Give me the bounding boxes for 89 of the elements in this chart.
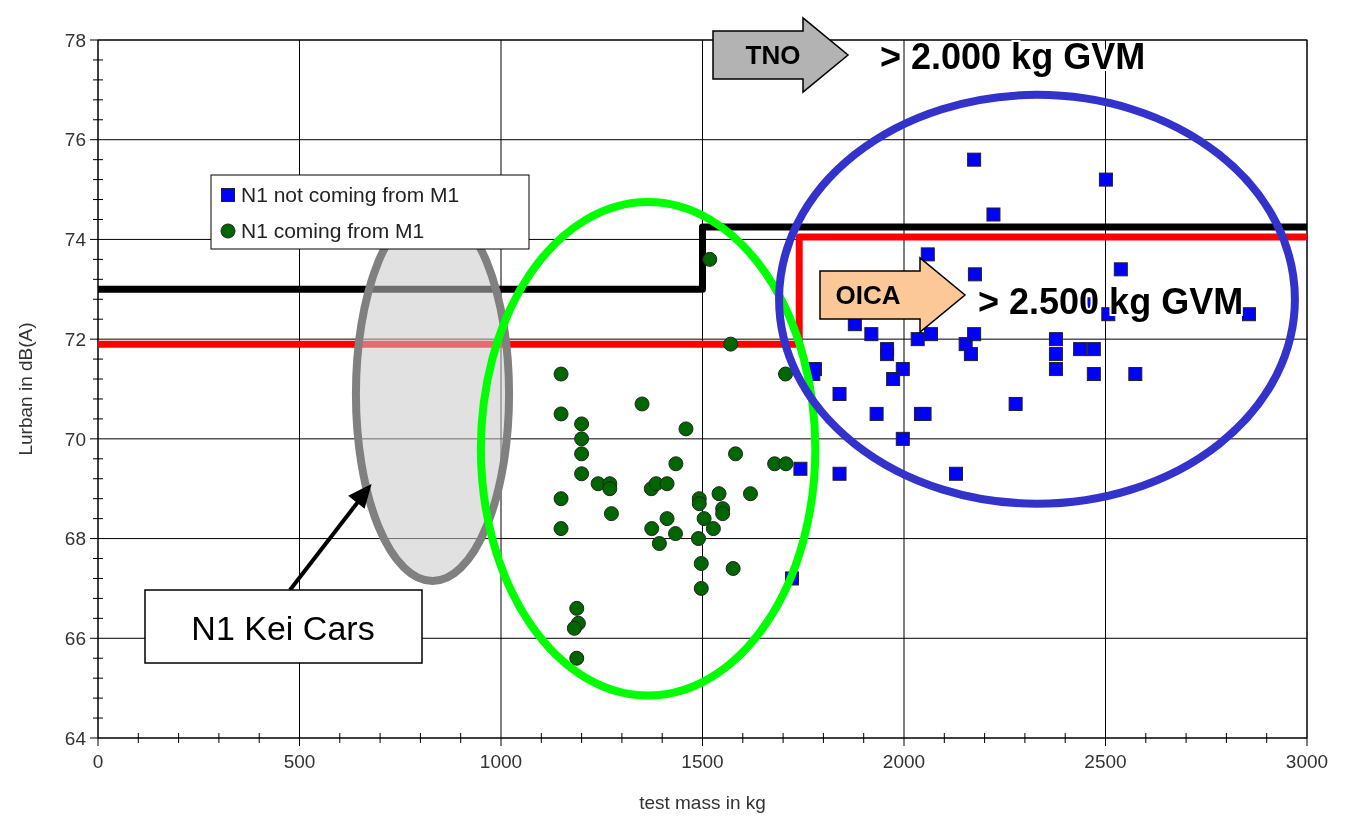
point xyxy=(832,466,847,481)
point xyxy=(948,466,963,481)
point xyxy=(1048,332,1063,347)
point xyxy=(728,446,744,462)
point xyxy=(553,366,569,382)
x-tick-label: 500 xyxy=(283,751,316,772)
point xyxy=(967,267,982,282)
annotation: TNO xyxy=(745,40,801,71)
point xyxy=(569,650,585,666)
point xyxy=(1086,342,1101,357)
annotation: OICA xyxy=(835,280,901,311)
point xyxy=(986,207,1001,222)
point xyxy=(634,396,650,412)
point xyxy=(566,620,582,636)
y-tick-label: 72 xyxy=(64,328,86,350)
point xyxy=(553,406,569,422)
y-tick-label: 74 xyxy=(64,229,87,251)
point xyxy=(693,580,709,596)
point xyxy=(574,416,590,432)
y-tick-label: 68 xyxy=(64,528,86,550)
y-tick-label: 70 xyxy=(64,428,86,450)
point xyxy=(644,521,660,537)
point xyxy=(778,456,794,472)
point xyxy=(1048,362,1063,377)
point xyxy=(574,431,590,447)
point xyxy=(659,476,675,492)
x-tick-label: 0 xyxy=(92,751,104,772)
point xyxy=(1113,262,1128,277)
point xyxy=(668,456,684,472)
point xyxy=(1086,367,1101,382)
point xyxy=(574,466,590,482)
point xyxy=(793,461,808,476)
point xyxy=(553,521,569,537)
point xyxy=(1128,367,1143,382)
point xyxy=(917,406,932,421)
point xyxy=(705,521,721,537)
y-tick-label: 64 xyxy=(64,727,87,749)
point xyxy=(1048,347,1063,362)
point xyxy=(553,491,569,507)
point xyxy=(602,481,618,497)
y-axis-title: Lurban in dB(A) xyxy=(15,322,36,456)
point xyxy=(895,362,910,377)
point xyxy=(886,372,901,387)
point xyxy=(920,247,935,262)
x-tick-label: 2500 xyxy=(1084,751,1127,772)
point xyxy=(702,251,718,267)
x-tick-label: 3000 xyxy=(1285,751,1329,772)
point xyxy=(1241,307,1256,322)
point xyxy=(690,531,706,547)
point xyxy=(1098,172,1113,187)
point xyxy=(711,486,727,502)
point xyxy=(668,526,683,542)
point xyxy=(1073,342,1088,357)
point xyxy=(678,421,694,437)
point xyxy=(725,560,741,576)
point xyxy=(691,496,707,512)
point xyxy=(910,332,925,347)
annotation: N1 Kei Cars xyxy=(191,608,375,647)
point xyxy=(778,366,794,382)
legend-label: N1 not coming from M1 xyxy=(241,183,460,207)
point xyxy=(869,406,884,421)
point xyxy=(967,327,982,342)
point xyxy=(651,536,667,552)
point xyxy=(963,347,978,362)
point xyxy=(723,336,739,352)
point xyxy=(967,152,982,167)
point xyxy=(880,347,895,362)
y-tick-label: 66 xyxy=(64,627,86,649)
point xyxy=(569,600,585,616)
point xyxy=(832,386,847,401)
point xyxy=(659,511,675,527)
x-tick-label: 1000 xyxy=(479,751,523,772)
point xyxy=(696,511,712,527)
point xyxy=(742,486,758,502)
point xyxy=(715,506,731,522)
x-tick-label: 1500 xyxy=(681,751,724,772)
point xyxy=(574,446,590,462)
legend-label: N1 coming from M1 xyxy=(241,219,425,243)
point xyxy=(603,506,619,522)
point xyxy=(864,327,879,342)
point xyxy=(895,431,910,446)
x-tick-label: 2000 xyxy=(882,751,926,772)
point xyxy=(1008,396,1023,411)
point xyxy=(924,327,938,342)
annotation: > 2.500 kg GVM xyxy=(978,281,1244,323)
x-axis-title: test mass in kg xyxy=(639,792,766,813)
y-tick-label: 78 xyxy=(64,29,86,51)
point xyxy=(693,556,709,571)
y-tick-label: 76 xyxy=(64,129,86,151)
